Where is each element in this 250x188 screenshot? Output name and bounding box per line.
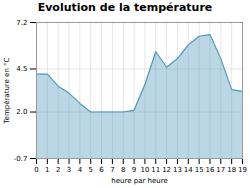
svg-text:1: 1	[45, 166, 49, 174]
svg-text:18: 18	[227, 166, 236, 174]
svg-text:7.2: 7.2	[16, 19, 27, 27]
svg-text:17: 17	[216, 166, 225, 174]
svg-text:Température en °C: Température en °C	[3, 57, 11, 124]
svg-text:4: 4	[78, 166, 83, 174]
svg-text:13: 13	[173, 166, 182, 174]
svg-text:16: 16	[206, 166, 215, 174]
svg-text:10: 10	[140, 166, 149, 174]
svg-text:-0.7: -0.7	[14, 155, 28, 163]
svg-text:19: 19	[238, 166, 247, 174]
svg-text:7: 7	[110, 166, 114, 174]
svg-text:2.0: 2.0	[16, 108, 27, 116]
svg-text:12: 12	[162, 166, 171, 174]
html-text:Evolution de la température: Evolution de la température	[37, 1, 213, 14]
svg-text:14: 14	[184, 166, 193, 174]
svg-text:2: 2	[56, 166, 60, 174]
svg-text:4.5: 4.5	[16, 65, 27, 73]
svg-text:6: 6	[99, 166, 104, 174]
svg-text:heure par heure: heure par heure	[111, 177, 167, 185]
svg-text:15: 15	[195, 166, 204, 174]
svg-text:9: 9	[132, 166, 136, 174]
svg-text:5: 5	[88, 166, 92, 174]
svg-text:3: 3	[67, 166, 71, 174]
svg-text:11: 11	[151, 166, 160, 174]
svg-text:8: 8	[121, 166, 125, 174]
svg-text:0: 0	[34, 166, 38, 174]
